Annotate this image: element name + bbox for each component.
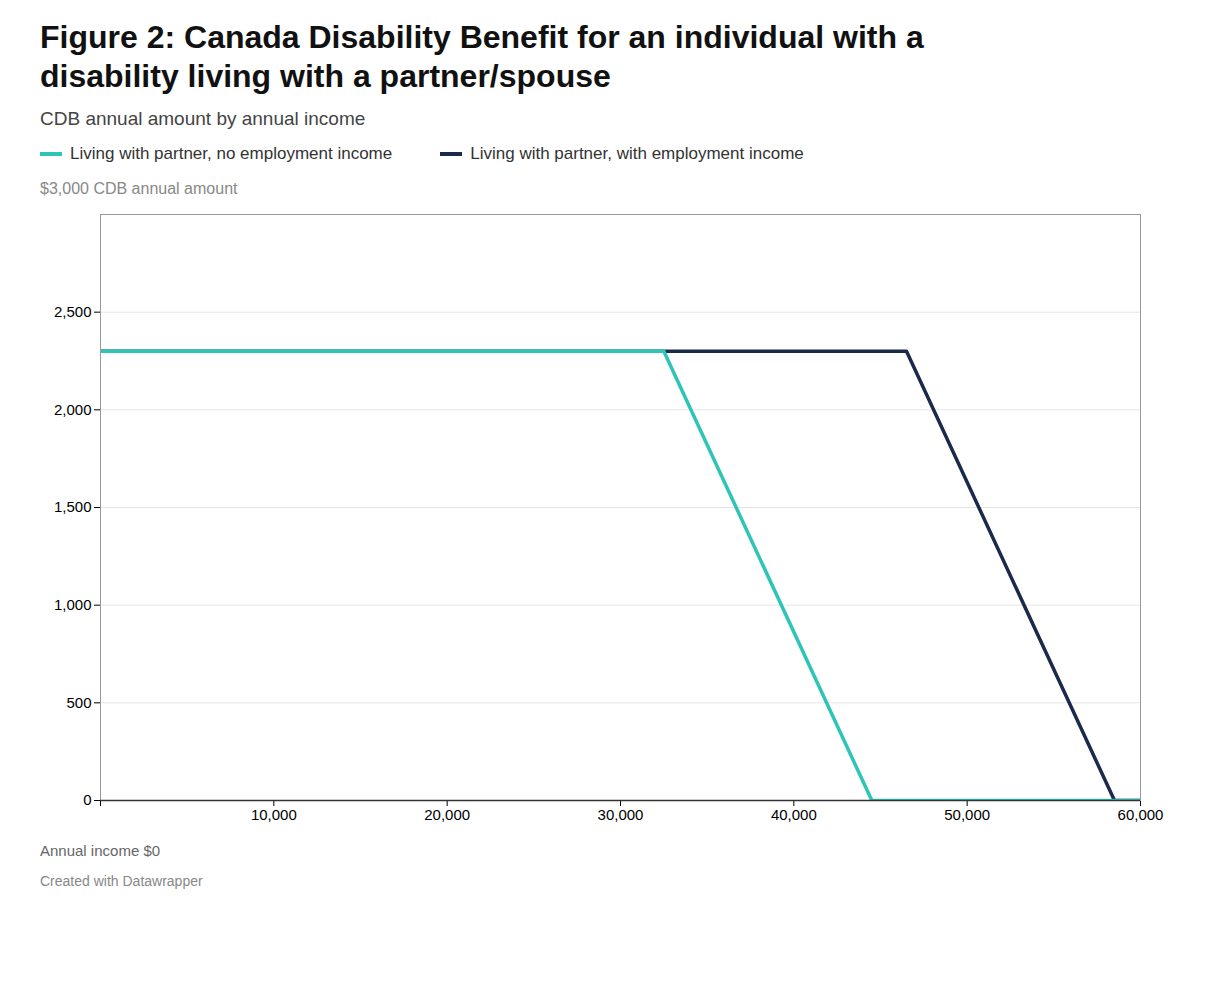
svg-text:0: 0 [83, 791, 91, 808]
html-text:Living with partner, no employ: Living with partner, no employment incom… [70, 144, 393, 164]
svg-text:60,000: 60,000 [1118, 806, 1164, 823]
svg-text:20,000: 20,000 [424, 806, 470, 823]
html-text:Figure 2: Canada Disability Be: Figure 2: Canada Disability Benefit for … [40, 19, 924, 94]
svg-text:40,000: 40,000 [771, 806, 817, 823]
svg-text:1,000: 1,000 [54, 596, 92, 613]
svg-text:1,500: 1,500 [54, 498, 92, 515]
svg-text:2,500: 2,500 [54, 303, 92, 320]
html-text:$3,000 CDB annual amount: $3,000 CDB annual amount [40, 180, 238, 198]
html-text:CDB annual amount by annual in: CDB annual amount by annual income [40, 108, 366, 130]
svg-text:2,000: 2,000 [54, 401, 92, 418]
html-text:Living with partner, with empl: Living with partner, with employment inc… [470, 144, 804, 164]
svg-text:30,000: 30,000 [598, 806, 644, 823]
svg-text:10,000: 10,000 [251, 806, 297, 823]
svg-text:50,000: 50,000 [944, 806, 990, 823]
html-text:Created with Datawrapper: Created with Datawrapper [40, 873, 203, 890]
svg-text:500: 500 [66, 694, 91, 711]
html-text:Annual income $0: Annual income $0 [40, 842, 161, 860]
